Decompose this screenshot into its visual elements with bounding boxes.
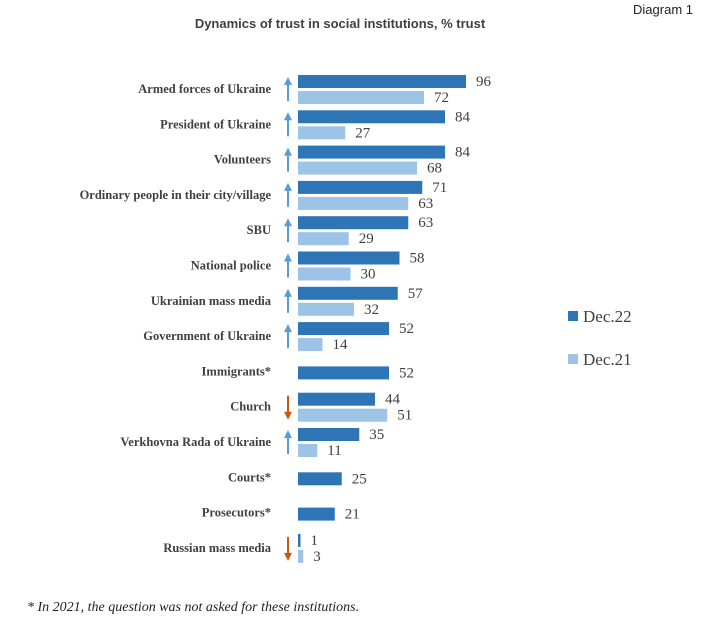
trend-up-arrowhead-icon xyxy=(284,112,292,121)
value-label-dec21: 29 xyxy=(359,231,374,247)
value-label-dec21: 63 xyxy=(418,196,433,212)
trend-down-arrowhead-icon xyxy=(284,552,292,561)
value-label-dec21: 72 xyxy=(434,90,449,106)
value-label-dec21: 11 xyxy=(327,443,341,459)
bar-dec22 xyxy=(298,392,375,406)
trend-up-arrowhead-icon xyxy=(284,324,292,333)
bar-dec22 xyxy=(298,216,409,230)
value-label-dec22: 52 xyxy=(399,365,414,381)
bar-dec22 xyxy=(298,533,301,547)
value-label-dec21: 30 xyxy=(361,267,376,283)
bar-dec22 xyxy=(298,180,423,194)
bar-dec22 xyxy=(298,145,445,159)
bar-dec21 xyxy=(298,302,354,316)
category-label: Church xyxy=(230,400,271,414)
bar-dec21 xyxy=(298,91,424,104)
legend-label-dec22: Dec.22 xyxy=(583,307,632,326)
value-label-dec22: 71 xyxy=(432,180,447,196)
category-label: Immigrants* xyxy=(202,364,271,378)
trend-up-arrowhead-icon xyxy=(284,430,292,438)
bar-dec21 xyxy=(298,408,388,422)
category-label: Prosecutors* xyxy=(202,506,271,520)
chart-title: Dynamics of trust in social institutions… xyxy=(194,16,486,31)
value-label-dec21: 14 xyxy=(333,337,349,353)
category-label: Ordinary people in their city/village xyxy=(80,188,272,202)
bar-dec22 xyxy=(298,286,398,300)
trend-up-arrowhead-icon xyxy=(284,253,292,262)
bar-dec22 xyxy=(298,322,389,336)
bar-dec22 xyxy=(298,507,335,521)
category-label: Russian mass media xyxy=(163,541,271,555)
value-label-dec22: 84 xyxy=(455,109,471,125)
value-label-dec21: 68 xyxy=(427,161,442,177)
legend-swatch-dec21 xyxy=(568,354,578,364)
bar-dec22 xyxy=(298,428,360,441)
bar-dec22 xyxy=(298,110,445,124)
trend-up-arrowhead-icon xyxy=(284,147,292,156)
bar-dec22 xyxy=(298,366,389,380)
trend-up-arrowhead-icon xyxy=(284,218,292,227)
category-label: SBU xyxy=(247,223,271,237)
diagram-number: Diagram 1 xyxy=(633,2,693,17)
value-label-dec22: 52 xyxy=(399,321,414,337)
value-label-dec22: 25 xyxy=(352,471,367,487)
trend-up-arrowhead-icon xyxy=(284,77,292,85)
bar-dec21 xyxy=(298,549,304,563)
legend-label-dec21: Dec.21 xyxy=(583,350,632,369)
footnote: * In 2021, the question was not asked fo… xyxy=(27,600,360,615)
category-label: Government of Ukraine xyxy=(143,329,271,343)
value-label-dec22: 84 xyxy=(455,145,471,161)
value-label-dec21: 27 xyxy=(355,125,371,141)
bar-dec22 xyxy=(298,75,466,88)
bar-dec21 xyxy=(298,232,349,246)
value-label-dec22: 44 xyxy=(385,392,401,408)
category-label: President of Ukraine xyxy=(160,117,271,131)
category-label: Volunteers xyxy=(214,153,271,167)
value-label-dec21: 3 xyxy=(313,549,321,565)
bar-dec21 xyxy=(298,196,409,210)
value-label-dec22: 35 xyxy=(369,427,384,443)
bar-dec21 xyxy=(298,267,351,281)
category-label: Ukrainian mass media xyxy=(151,294,272,308)
legend-swatch-dec22 xyxy=(568,311,578,321)
category-label: Armed forces of Ukraine xyxy=(138,82,271,96)
value-label-dec22: 21 xyxy=(345,507,360,523)
bar-dec22 xyxy=(298,251,400,265)
value-label-dec22: 1 xyxy=(311,533,319,549)
trend-up-arrowhead-icon xyxy=(284,288,292,297)
category-label: Verkhovna Rada of Ukraine xyxy=(120,435,271,449)
value-label-dec22: 57 xyxy=(408,286,424,302)
value-label-dec21: 51 xyxy=(397,408,412,424)
bar-dec21 xyxy=(298,338,323,352)
value-label-dec22: 58 xyxy=(410,251,425,267)
value-label-dec21: 32 xyxy=(364,302,379,318)
bar-dec21 xyxy=(298,126,346,140)
value-label-dec22: 96 xyxy=(476,74,492,90)
bar-dec21 xyxy=(298,444,318,457)
value-label-dec22: 63 xyxy=(418,215,433,231)
trend-down-arrowhead-icon xyxy=(284,411,292,420)
category-label: Courts* xyxy=(228,470,271,484)
bar-dec21 xyxy=(298,161,417,175)
trend-up-arrowhead-icon xyxy=(284,182,292,191)
bar-dec22 xyxy=(298,472,342,486)
category-label: National police xyxy=(191,259,272,273)
